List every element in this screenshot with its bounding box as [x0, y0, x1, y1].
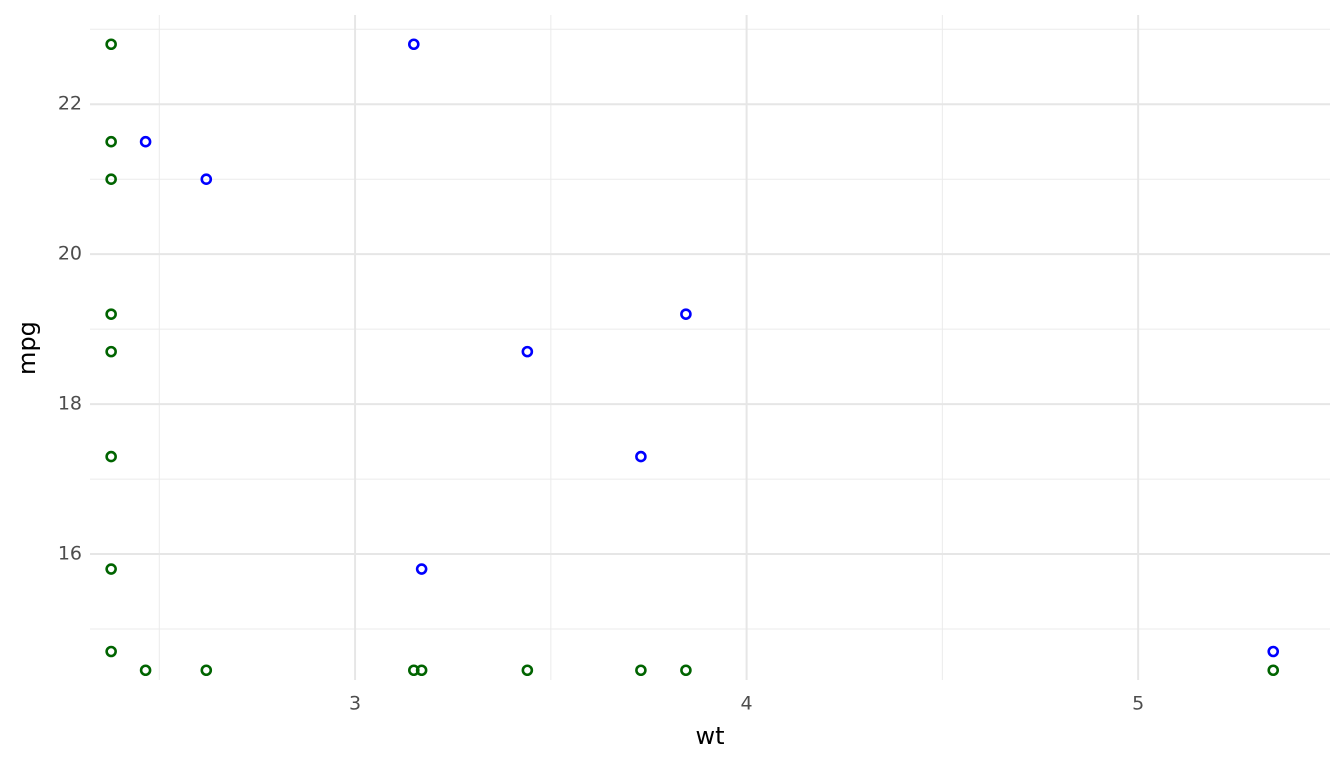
x-tick-label: 3: [349, 693, 361, 715]
x-axis-title: wt: [695, 722, 724, 750]
point: [408, 38, 420, 51]
point: [105, 38, 117, 51]
point: [635, 664, 647, 677]
point: [105, 345, 117, 358]
point: [415, 664, 428, 677]
point: [139, 664, 152, 677]
point: [105, 645, 117, 658]
point: [1267, 664, 1280, 677]
y-tick-label: 20: [58, 243, 82, 265]
y-axis-title: mpg: [13, 321, 41, 375]
point: [105, 135, 117, 148]
y-tick-label: 22: [58, 93, 82, 115]
point: [105, 308, 117, 320]
point: [680, 664, 692, 677]
y-tick-label: 18: [58, 393, 82, 415]
point: [200, 173, 213, 185]
point: [1267, 645, 1280, 658]
point: [105, 173, 117, 185]
point: [680, 308, 692, 320]
point: [521, 345, 534, 358]
point: [105, 450, 117, 463]
point: [200, 664, 213, 677]
x-tick-label: 4: [741, 693, 753, 715]
y-tick-label: 16: [58, 543, 82, 565]
point: [635, 450, 647, 463]
point: [415, 563, 428, 575]
point: [521, 664, 534, 677]
point: [105, 563, 117, 575]
x-tick-label: 5: [1132, 693, 1144, 715]
point: [139, 135, 152, 148]
